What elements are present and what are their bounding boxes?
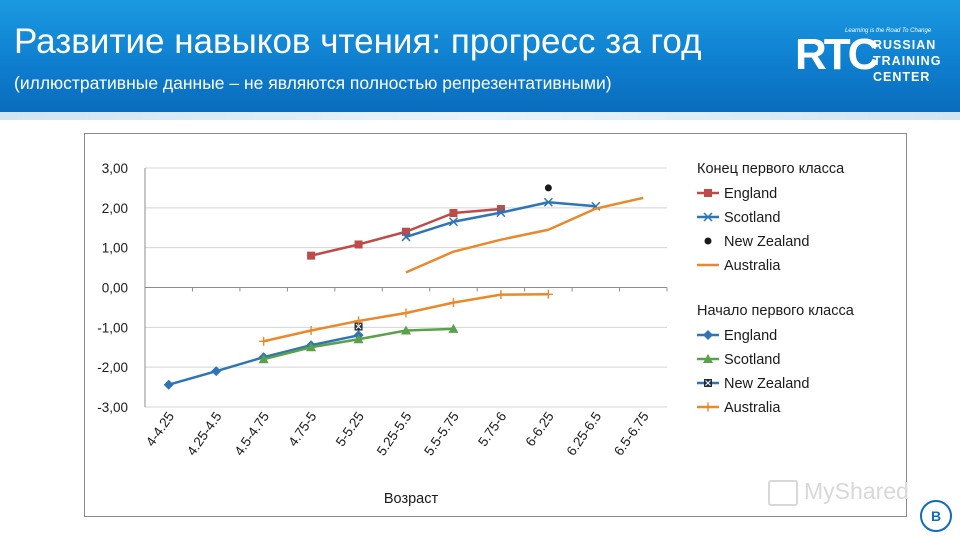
corner-badge: В xyxy=(920,500,952,532)
legend-label: Scotland xyxy=(724,352,780,368)
scotland-point xyxy=(306,342,317,352)
australia-point xyxy=(306,326,316,336)
england-point xyxy=(402,227,410,236)
legend-swatch-marker xyxy=(704,189,712,197)
logo-line-3: CENTER xyxy=(873,70,931,84)
watermark: MyShared xyxy=(768,478,928,510)
x-tick-label: 5-5.25 xyxy=(333,409,367,449)
x-tick-label: 5.5-5.75 xyxy=(421,409,462,458)
x-tick-label: 4.25-4.5 xyxy=(184,409,225,458)
chart-frame xyxy=(84,133,907,517)
x-tick-label: 4.5-4.75 xyxy=(231,409,272,458)
x-tick-label: 6-6.25 xyxy=(523,409,557,449)
legend-swatch-marker xyxy=(703,212,713,222)
england-point xyxy=(163,379,174,390)
slide-header xyxy=(0,0,960,112)
australia-point xyxy=(259,336,269,346)
legend-label: Scotland xyxy=(724,210,780,226)
logo-mark: RTC xyxy=(795,30,879,79)
legend-label: Australia xyxy=(724,258,781,274)
logo-line-1: RUSSIAN xyxy=(873,38,937,52)
logo-line-2: TRAINING xyxy=(873,54,942,68)
legend-swatch-marker-x xyxy=(705,380,711,386)
new-zealand-point xyxy=(544,184,552,192)
y-tick-label: 3,00 xyxy=(102,161,128,176)
y-tick-label: 2,00 xyxy=(102,201,128,216)
legend-swatch-marker xyxy=(703,354,713,363)
scotland-point xyxy=(448,323,459,333)
legend-label: New Zealand xyxy=(724,376,809,392)
scotland-point xyxy=(448,217,458,227)
x-axis-title: Возраст xyxy=(384,491,439,507)
england-point xyxy=(496,205,505,214)
australia-line xyxy=(405,196,644,274)
legend-group-title: Начало первого класса xyxy=(697,303,855,319)
logo-tagline: Learning is the Road To Change xyxy=(845,28,932,34)
x-tick-label: 5.75-6 xyxy=(475,409,509,449)
scotland-point xyxy=(543,197,553,207)
slide-subtitle: (иллюстративные данные – не являются пол… xyxy=(14,73,612,93)
australia-point xyxy=(543,289,553,299)
england-point xyxy=(354,240,363,249)
y-tick-label: 0,00 xyxy=(102,281,128,296)
x-tick-label: 5.25-5.5 xyxy=(374,409,415,458)
australia-point xyxy=(496,290,506,300)
legend-label: England xyxy=(724,186,777,202)
new-zealand-point-x xyxy=(355,323,362,330)
slide-title: Развитие навыков чтения: прогресс за год xyxy=(14,22,702,61)
y-tick-label: -3,00 xyxy=(97,400,128,415)
legend-swatch-marker xyxy=(703,330,713,340)
y-tick-label: 1,00 xyxy=(102,241,128,256)
rtc-logo: RTC Learning is the Road To Change RUSSI… xyxy=(795,24,955,94)
scotland-point xyxy=(353,334,364,344)
australia-point xyxy=(354,316,364,326)
scotland-point xyxy=(258,354,269,364)
england-point xyxy=(307,251,316,260)
scotland-point xyxy=(496,208,506,218)
scotland-point xyxy=(401,325,411,335)
legend-label: England xyxy=(724,328,777,344)
legend-swatch-marker xyxy=(704,237,712,245)
england-point xyxy=(211,366,222,377)
x-tick-label: 6.5-6.75 xyxy=(611,409,652,458)
x-tick-label: 4-4.25 xyxy=(143,409,177,449)
scotland-point xyxy=(401,232,411,242)
x-tick-label: 6.25-6.5 xyxy=(564,409,605,458)
x-tick-label: 4.75-5 xyxy=(285,409,319,449)
legend-label: Australia xyxy=(724,400,781,416)
y-tick-label: -1,00 xyxy=(97,320,128,335)
legend-label: New Zealand xyxy=(724,234,809,250)
england-point xyxy=(449,209,458,218)
legend-group-title: Конец первого класса xyxy=(697,161,845,177)
header-stripe xyxy=(0,112,960,120)
legend-swatch-marker xyxy=(703,402,713,412)
australia-point xyxy=(448,298,458,308)
watermark-icon xyxy=(768,480,798,506)
australia-point xyxy=(401,308,411,318)
watermark-text: MyShared xyxy=(804,478,909,504)
y-tick-label: -2,00 xyxy=(97,360,128,375)
